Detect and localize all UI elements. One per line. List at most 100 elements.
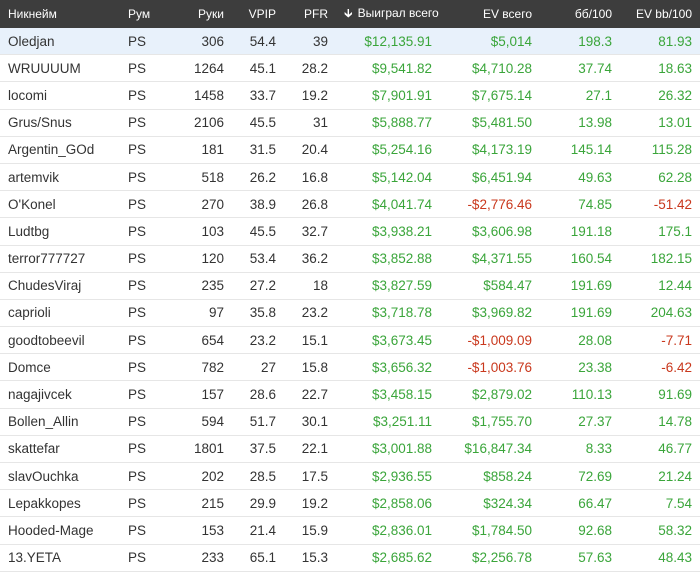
cell-room: PS <box>120 136 176 164</box>
table-row[interactable]: terror777727 PS 120 53.4 36.2 $3,852.88 $4,371… <box>0 245 700 273</box>
cell-nickname: Bollen_Allin <box>0 408 120 436</box>
cell-ev-total: -$1,003.76 <box>440 353 540 382</box>
table-row[interactable]: slavOuchka PS 202 28.5 17.5 $2,936.55 $858.24 7… <box>0 462 700 491</box>
cell-ev-bb-100: 175.1 <box>620 217 700 246</box>
cell-room: PS <box>120 489 176 518</box>
cell-nickname: WRUUUUM <box>0 54 120 83</box>
table-row[interactable]: artemvik PS 518 26.2 16.8 $5,142.04 $6,451.94 4… <box>0 163 700 192</box>
table-row[interactable]: O'Konel PS 270 38.9 26.8 $4,041.74 -$2,776.46 7… <box>0 190 700 219</box>
table-row[interactable]: Ludtbg PS 103 45.5 32.7 $3,938.21 $3,606.98 191… <box>0 217 700 246</box>
cell-pfr: 19.2 <box>284 81 336 110</box>
cell-room: PS <box>120 272 176 300</box>
cell-vpip: 35.8 <box>232 299 284 328</box>
cell-vpip: 45.5 <box>232 217 284 246</box>
table-row[interactable]: skattefar PS 1801 37.5 22.1 $3,001.88 $16,847.… <box>0 435 700 464</box>
table-row[interactable]: Oledjan PS 306 54.4 39 $12,135.91 $5,014 198.3 8… <box>0 28 700 56</box>
table-row[interactable]: locomi PS 1458 33.7 19.2 $7,901.91 $7,675.14 27… <box>0 81 700 110</box>
cell-vpip: 38.9 <box>232 190 284 219</box>
column-header-hands[interactable]: Руки <box>176 0 232 28</box>
cell-nickname: artemvik <box>0 163 120 192</box>
table-row[interactable]: Argentin_GOd PS 181 31.5 20.4 $5,254.16 $4,173… <box>0 136 700 164</box>
cell-ev-bb-100: 204.63 <box>620 299 700 328</box>
table-row[interactable]: Bollen_Allin PS 594 51.7 30.1 $3,251.11 $1,755… <box>0 408 700 436</box>
cell-room: PS <box>120 28 176 56</box>
cell-hands: 2106 <box>176 109 232 137</box>
cell-ev-bb-100: -6.42 <box>620 353 700 382</box>
table-row[interactable]: Lepakkopes PS 215 29.9 19.2 $2,858.06 $324.34 6… <box>0 489 700 518</box>
column-header-ev-total[interactable]: EV всего <box>440 0 540 28</box>
cell-room: PS <box>120 163 176 192</box>
cell-ev-total: -$1,009.09 <box>440 326 540 355</box>
cell-bb-100: 23.38 <box>540 353 620 382</box>
cell-hands: 1801 <box>176 435 232 464</box>
cell-room: PS <box>120 408 176 436</box>
cell-won-total: $3,673.45 <box>336 326 440 355</box>
cell-won-total: $3,458.15 <box>336 380 440 409</box>
cell-ev-total: $4,371.55 <box>440 245 540 273</box>
cell-ev-bb-100: 182.15 <box>620 245 700 273</box>
cell-bb-100: 27.37 <box>540 408 620 436</box>
table-row[interactable]: Grus/Snus PS 2106 45.5 31 $5,888.77 $5,481.50 1… <box>0 109 700 137</box>
column-header-room[interactable]: Рум <box>120 0 176 28</box>
cell-nickname: Grus/Snus <box>0 109 120 137</box>
table-row[interactable]: Domce PS 782 27 15.8 $3,656.32 -$1,003.76 23.38… <box>0 353 700 382</box>
column-header-ev-bb-100[interactable]: EV bb/100 <box>620 0 700 28</box>
cell-vpip: 37.5 <box>232 435 284 464</box>
table-row[interactable]: caprioli PS 97 35.8 23.2 $3,718.78 $3,969.82 19… <box>0 299 700 328</box>
cell-ev-bb-100: 14.78 <box>620 408 700 436</box>
cell-vpip: 29.9 <box>232 489 284 518</box>
cell-pfr: 16.8 <box>284 163 336 192</box>
column-header-vpip[interactable]: VPIP <box>232 0 284 28</box>
cell-ev-total: $1,784.50 <box>440 516 540 545</box>
cell-vpip: 26.2 <box>232 163 284 192</box>
cell-pfr: 15.3 <box>284 544 336 572</box>
cell-ev-total: $2,879.02 <box>440 380 540 409</box>
cell-hands: 1264 <box>176 54 232 83</box>
cell-room: PS <box>120 81 176 110</box>
cell-hands: 97 <box>176 299 232 328</box>
cell-vpip: 45.5 <box>232 109 284 137</box>
column-header-pfr[interactable]: PFR <box>284 0 336 28</box>
cell-pfr: 15.1 <box>284 326 336 355</box>
cell-ev-bb-100: 21.24 <box>620 462 700 491</box>
table-row[interactable]: Hooded-Mage PS 153 21.4 15.9 $2,836.01 $1,784.… <box>0 516 700 545</box>
cell-bb-100: 191.69 <box>540 272 620 300</box>
cell-vpip: 54.4 <box>232 28 284 56</box>
table-row[interactable]: goodtobeevil PS 654 23.2 15.1 $3,673.45 -$1,00… <box>0 326 700 355</box>
cell-room: PS <box>120 217 176 246</box>
cell-bb-100: 28.08 <box>540 326 620 355</box>
cell-vpip: 27 <box>232 353 284 382</box>
cell-pfr: 19.2 <box>284 489 336 518</box>
table-row[interactable]: 13.YETA PS 233 65.1 15.3 $2,685.62 $2,256.78 57… <box>0 544 700 572</box>
table-row[interactable]: ChudesViraj PS 235 27.2 18 $3,827.59 $584.47 19… <box>0 272 700 300</box>
cell-won-total: $2,858.06 <box>336 489 440 518</box>
cell-hands: 1458 <box>176 81 232 110</box>
cell-pfr: 28.2 <box>284 54 336 83</box>
cell-hands: 782 <box>176 353 232 382</box>
table-row[interactable]: nagajivcek PS 157 28.6 22.7 $3,458.15 $2,879.0… <box>0 380 700 409</box>
cell-room: PS <box>120 245 176 273</box>
cell-won-total: $5,888.77 <box>336 109 440 137</box>
cell-ev-total: $324.34 <box>440 489 540 518</box>
cell-nickname: Oledjan <box>0 28 120 56</box>
cell-hands: 153 <box>176 516 232 545</box>
column-header-nickname[interactable]: Никнейм <box>0 0 120 28</box>
column-header-bb-100[interactable]: бб/100 <box>540 0 620 28</box>
cell-nickname: Ludtbg <box>0 217 120 246</box>
table-row[interactable]: WRUUUUM PS 1264 45.1 28.2 $9,541.82 $4,710.28 3… <box>0 54 700 83</box>
cell-ev-bb-100: 12.44 <box>620 272 700 300</box>
cell-hands: 120 <box>176 245 232 273</box>
cell-hands: 235 <box>176 272 232 300</box>
cell-pfr: 39 <box>284 28 336 56</box>
cell-nickname: slavOuchka <box>0 462 120 491</box>
cell-bb-100: 13.98 <box>540 109 620 137</box>
cell-room: PS <box>120 380 176 409</box>
cell-ev-total: $3,606.98 <box>440 217 540 246</box>
cell-ev-total: $4,710.28 <box>440 54 540 83</box>
column-header-won-total[interactable]: 🡳 Выиграл всего <box>336 0 440 28</box>
cell-nickname: Argentin_GOd <box>0 136 120 164</box>
cell-pfr: 30.1 <box>284 408 336 436</box>
cell-nickname: 13.YETA <box>0 544 120 572</box>
cell-bb-100: 74.85 <box>540 190 620 219</box>
cell-ev-total: $4,173.19 <box>440 136 540 164</box>
